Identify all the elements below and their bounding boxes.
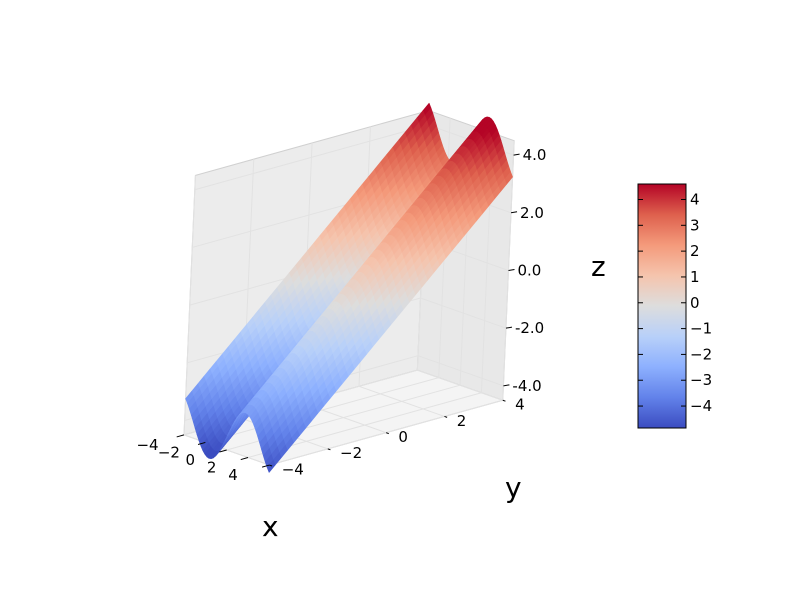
y-tick-label: −4: [282, 460, 304, 478]
colorbar-tick-label: −2: [690, 345, 712, 363]
colorbar-tick-label: 3: [690, 216, 700, 234]
x-tick-mark: [261, 464, 270, 468]
y-tick-mark: [502, 399, 506, 402]
z-tick-mark: [503, 384, 510, 387]
colorbar: −4 −3 −2 −1 0 1 2 3 4: [637, 183, 712, 429]
colorbar-tick-label: 0: [690, 294, 700, 312]
grid-line-y: [417, 369, 503, 401]
z-tick-mark: [513, 153, 520, 156]
z-tick-label: 2.0: [520, 204, 544, 222]
z-tick-label: -4.0: [512, 377, 541, 395]
y-axis-label: y: [505, 471, 522, 504]
x-tick-mark: [240, 457, 249, 461]
x-tick-label: 0: [185, 451, 195, 469]
x-tick-label: −4: [136, 436, 158, 454]
z-tick-mark: [510, 211, 518, 214]
x-tick-mark: [197, 441, 206, 445]
colorbar-tick-label: −3: [690, 371, 712, 389]
y-tick-mark: [327, 448, 331, 451]
z-tick-mark: [508, 268, 515, 271]
y-tick-label: 4: [515, 396, 525, 414]
y-tick-label: −2: [340, 444, 362, 462]
grid-line-y: [358, 385, 445, 417]
y-tick-mark: [444, 415, 448, 418]
colorbar-ticks: −4 −3 −2 −1 0 1 2 3 4: [638, 190, 712, 415]
x-tick-mark: [176, 434, 185, 438]
x-tick-label: −2: [158, 444, 180, 462]
x-tick-label: 4: [228, 466, 238, 484]
surface-patch: [266, 459, 276, 473]
z-tick-label: 0.0: [518, 261, 542, 279]
colorbar-fill: [637, 183, 687, 429]
z-tick-mark: [505, 326, 513, 329]
y-tick-mark: [269, 464, 273, 467]
colorbar-tick-label: −1: [690, 320, 712, 338]
y-tick-label: 0: [398, 428, 408, 446]
y-tick-mark: [385, 432, 389, 435]
y-tick-label: 2: [457, 412, 467, 430]
z-tick-label: -2.0: [515, 319, 544, 337]
colorbar-tick-label: 1: [690, 268, 700, 286]
x-axis-label: x: [262, 510, 279, 543]
grid-line-z: [417, 355, 504, 387]
colorbar-tick-label: 4: [690, 190, 700, 208]
colorbar-tick-label: −4: [690, 397, 712, 415]
x-tick-label: 2: [207, 459, 217, 477]
z-axis-label: z: [591, 250, 606, 283]
surface-mesh: [185, 102, 513, 473]
grid-line-z: [420, 297, 507, 329]
colorbar-tick-label: 2: [690, 242, 700, 260]
grid-line-z: [194, 124, 429, 191]
z-tick-label: 4.0: [523, 146, 547, 164]
x-tick-mark: [219, 449, 227, 453]
